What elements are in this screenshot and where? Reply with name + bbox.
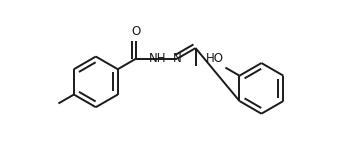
Text: N: N (173, 52, 182, 65)
Text: NH: NH (148, 52, 166, 65)
Text: O: O (131, 25, 141, 38)
Text: HO: HO (206, 52, 224, 65)
